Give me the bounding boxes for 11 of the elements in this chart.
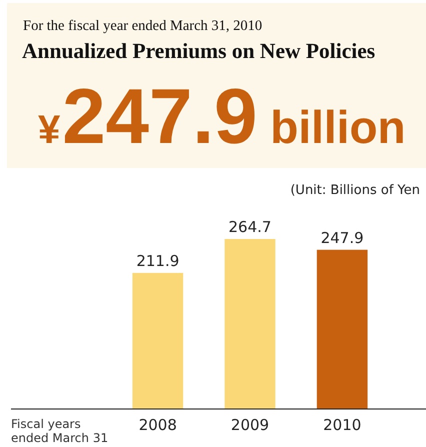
chart-title: Annualized Premiums on New Policies xyxy=(22,39,376,63)
x-tick-label: 2008 xyxy=(138,416,177,434)
x-tick-label: 2010 xyxy=(323,416,362,434)
chart-subtitle: For the fiscal year ended March 31, 2010 xyxy=(23,18,262,34)
data-label: 264.7 xyxy=(228,218,272,236)
x-axis-title: Fiscal years ended March 31 xyxy=(11,417,108,445)
text: ¥247.9 billion xyxy=(38,72,406,160)
text: (Unit: Billions of Yen xyxy=(290,183,420,198)
x-tick-label: 2009 xyxy=(230,416,270,434)
data-label: 247.9 xyxy=(320,228,364,247)
data-label: 211.9 xyxy=(136,252,180,270)
